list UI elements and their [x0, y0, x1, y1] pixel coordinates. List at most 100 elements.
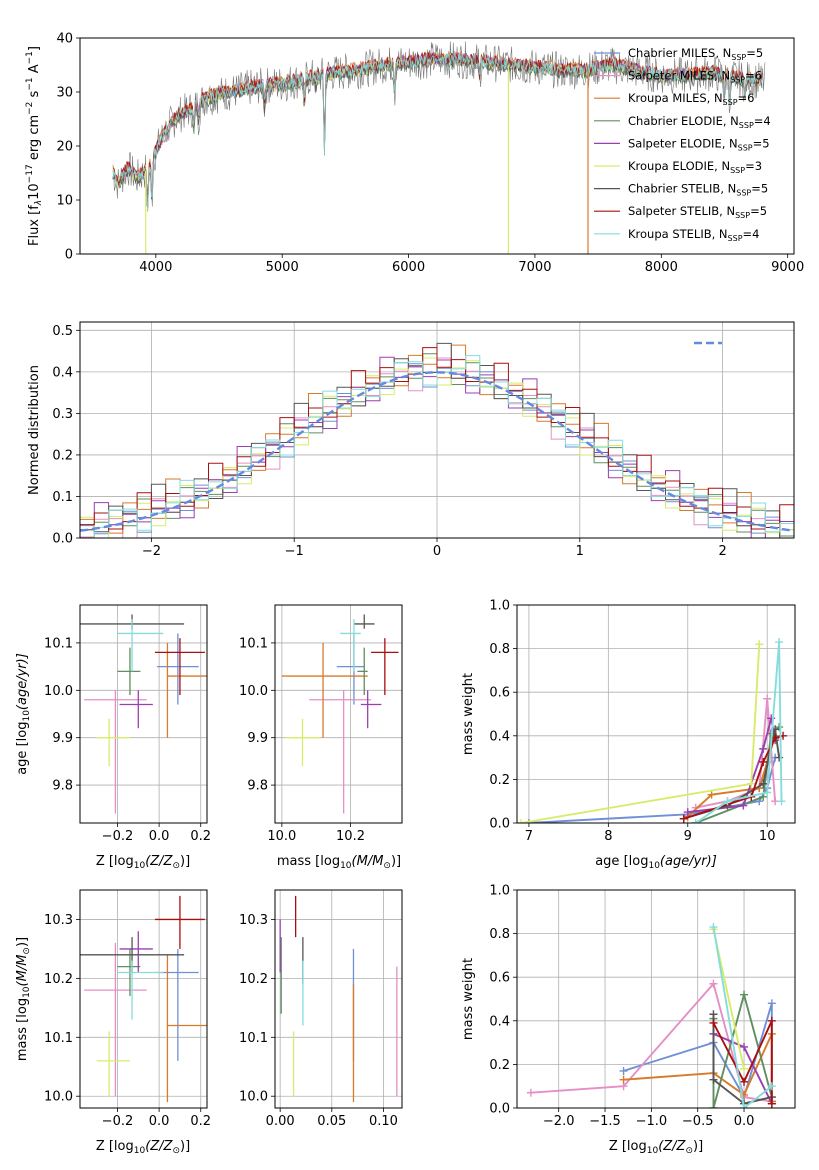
xlabel-part: Z [log: [96, 854, 134, 869]
x-tick-label: 0: [433, 544, 441, 559]
y-axis-label: mass [log10(M/M⊙)]: [15, 937, 32, 1061]
weight-marker-kroupa_elodie: [517, 819, 525, 823]
y-tick-label: 0.2: [52, 448, 73, 463]
weight-marker-kroupa_stelib: [763, 788, 772, 797]
x-tick-label: 0.00: [266, 1114, 295, 1129]
y-tick-label: 0.6: [489, 686, 510, 701]
ylabel-text: mass weight: [461, 958, 476, 1040]
ylabel-part: mass [log: [15, 998, 30, 1061]
legend-n: =3: [745, 159, 762, 173]
legend-sub: SSP: [739, 121, 754, 130]
xlabel-part: mass [log: [277, 854, 340, 869]
weight-marker-chabrier_elodie: [740, 990, 749, 999]
weight-marker-kroupa_elodie: [755, 640, 764, 649]
xlabel-sub: 10: [340, 861, 352, 871]
y-tick-label: 30: [56, 86, 73, 101]
axes-frame: [274, 889, 403, 1109]
plot-area: [80, 342, 794, 538]
plot-area: [80, 895, 207, 1103]
x-axis-label: age [log10(age/yr)]: [595, 854, 717, 871]
legend-entry: Kroupa ELODIE, NSSP=3: [628, 159, 762, 175]
weight-marker-salpeter_stelib: [767, 1099, 776, 1108]
y-axis-label: age [log10(age/yr)]: [15, 653, 32, 775]
y-tick-label: 10: [56, 194, 73, 209]
xlabel-part: (age/yr)]: [660, 854, 717, 869]
legend-sub: SSP: [730, 166, 745, 175]
y-tick-label: 10.0: [44, 1090, 73, 1105]
y-tick-label: 0.4: [52, 365, 73, 380]
weight-marker-salpeter_miles: [709, 979, 718, 988]
errorbar-kroupa_miles: [166, 954, 207, 1103]
errorbar-kroupa_miles: [281, 642, 368, 738]
x-tick-label: 5000: [266, 260, 299, 275]
weight-marker-chabrier_elodie: [709, 1104, 718, 1108]
x-tick-label: 9000: [771, 260, 804, 275]
x-tick-label: 9: [684, 829, 692, 844]
y-tick-label: 0.6: [489, 971, 510, 986]
weight-marker-kroupa_stelib: [740, 1104, 749, 1108]
ylabel-text: mass weight: [461, 673, 476, 755]
weight-marker-chabrier_stelib: [709, 1010, 718, 1019]
y-axis-label: mass weight: [461, 958, 476, 1040]
weight-marker-salpeter_stelib: [767, 1016, 776, 1025]
errorbar-salpeter_elodie: [360, 690, 382, 729]
age-vs-z-panel: −0.2 0.0 0.29.89.910.010.1Z [log10(Z/Z⊙)]a…: [15, 604, 211, 871]
ylabel-part: erg cm: [27, 115, 42, 164]
ylabel-part: 10: [27, 183, 42, 200]
mass-vs-ebv-panel: 0.00 0.05 0.10 10.0 10.1 10.2 10.3: [239, 889, 403, 1129]
errorbar-chabrier_miles: [157, 633, 199, 705]
y-tick-label: 10.0: [239, 684, 268, 699]
model-spectrum-kroupa_stelib: [112, 53, 763, 209]
legend-n: =5: [746, 46, 763, 60]
plot-area: [517, 638, 788, 823]
x-tick-label: −1.5: [589, 1114, 621, 1129]
x-axis-label: Z [log10(Z/Z⊙)]: [609, 1139, 703, 1156]
y-tick-label: 9.9: [247, 731, 268, 746]
legend-sub: SSP: [736, 189, 751, 198]
legend-sub: SSP: [738, 143, 753, 152]
xlabel-sub: ⊙: [383, 861, 391, 871]
x-tick-label: 0.05: [317, 1114, 346, 1129]
x-axis-label: Z [log10(Z/Z⊙)]: [96, 1139, 190, 1156]
y-tick-label: 0.3: [52, 407, 73, 422]
weight-marker-salpeter_stelib: [709, 1018, 718, 1027]
weight-vs-age-panel: 7 8 9 10 0.0 0.2 0.4 0.6 0.8 1.0 mass weight age [l…: [461, 599, 796, 871]
weight-line-chabrier_stelib: [712, 1014, 773, 1105]
weight-marker-salpeter_stelib: [759, 757, 768, 766]
ylabel-part: (age/yr)]: [15, 653, 30, 710]
weight-line-kroupa_stelib: [712, 926, 773, 1108]
y-tick-label: 20: [56, 140, 73, 155]
weight-marker-kroupa_stelib: [709, 923, 718, 932]
legend-label: Salpeter STELIB, N: [628, 204, 735, 218]
axes-frame: [79, 604, 208, 824]
weight-marker-kroupa_stelib: [777, 797, 786, 806]
weight-marker-kroupa_miles: [707, 790, 716, 799]
y-tick-label: 10.1: [239, 1031, 268, 1046]
plot-area: [279, 895, 398, 1103]
normal-curve: [80, 371, 794, 532]
ylabel-sup: −2: [25, 102, 35, 115]
errorbar-salpeter_stelib: [371, 638, 399, 696]
errorbar-salpeter_elodie: [119, 931, 153, 973]
ylabel-sup: −1: [25, 51, 35, 64]
legend-entry: Chabrier ELODIE, NSSP=4: [628, 114, 771, 130]
x-tick-label: −2: [142, 544, 161, 559]
x-tick-label: −0.2: [102, 1114, 134, 1129]
spectrum-panel: 4000 5000 6000 7000 8000 9000 0 10 20 30 40 Flux [f…: [25, 32, 804, 276]
legend-entry: Salpeter MILES, NSSP=6: [628, 69, 762, 85]
x-tick-label: 10.0: [267, 829, 296, 844]
weight-marker-chabrier_miles: [524, 819, 533, 823]
y-tick-label: 10.1: [44, 636, 73, 651]
axes-frame: [516, 889, 796, 1109]
weight-marker-chabrier_stelib: [775, 753, 784, 762]
weight-marker-salpeter_miles: [526, 1088, 535, 1097]
y-tick-label: 1.0: [489, 599, 510, 614]
x-tick-label: 10: [759, 829, 776, 844]
errorbar-kroupa_elodie: [285, 718, 320, 767]
y-tick-label: 0.8: [489, 642, 510, 657]
x-tick-label: −1.0: [636, 1114, 668, 1129]
y-tick-label: 9.8: [52, 779, 73, 794]
weight-marker-salpeter_elodie: [740, 1042, 749, 1051]
y-tick-label: 40: [56, 32, 73, 47]
